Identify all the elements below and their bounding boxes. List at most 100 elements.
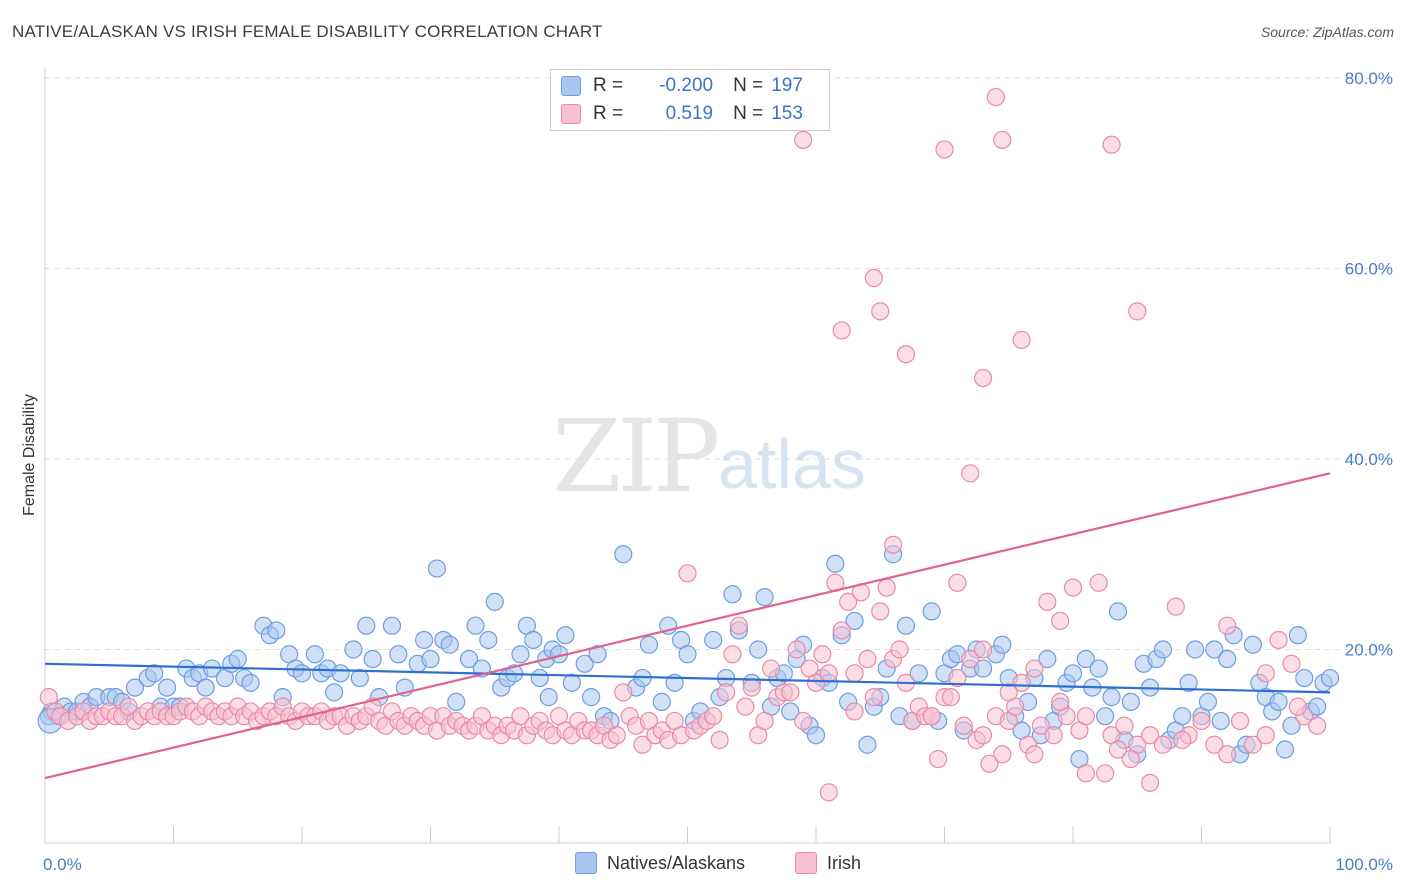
- natives-point: [582, 688, 601, 707]
- bottom-legend-label-natives: Natives/Alaskans: [607, 852, 746, 873]
- natives-point: [588, 645, 607, 664]
- chart-title: NATIVE/ALASKAN VS IRISH FEMALE DISABILIT…: [12, 22, 603, 41]
- legend-n-label: N =: [733, 103, 764, 124]
- irish-point: [973, 640, 993, 659]
- irish-point: [961, 649, 980, 669]
- natives-point: [145, 664, 164, 683]
- irish-point: [883, 535, 903, 554]
- irish-point: [742, 678, 761, 697]
- source-label: Source: ZipAtlas.com: [1260, 24, 1394, 40]
- irish-point: [993, 745, 1012, 764]
- natives-point: [1153, 640, 1173, 659]
- irish-point: [1012, 330, 1031, 350]
- natives-point: [973, 659, 993, 678]
- natives-point: [292, 664, 312, 683]
- irish-point: [794, 711, 813, 731]
- irish-point: [806, 673, 826, 692]
- irish-point: [922, 707, 941, 726]
- irish-point: [1269, 630, 1288, 650]
- x-tick-label-min: 0.0%: [43, 855, 82, 874]
- irish-point: [986, 87, 1006, 107]
- legend-r-label: R =: [593, 103, 624, 124]
- natives-point: [466, 616, 485, 635]
- natives-point: [922, 602, 941, 621]
- natives-point: [639, 635, 659, 654]
- natives-point: [1269, 692, 1288, 711]
- irish-point: [1140, 773, 1160, 792]
- natives-point: [427, 559, 447, 578]
- natives-point: [749, 640, 768, 659]
- natives-point: [556, 626, 575, 645]
- irish-point: [961, 464, 980, 483]
- irish-point: [871, 302, 890, 321]
- irish-point: [954, 716, 973, 735]
- irish-point: [1089, 573, 1108, 592]
- legend-row-natives: R = -0.200 N = 197: [561, 73, 803, 99]
- irish-point: [1012, 673, 1031, 692]
- irish-point: [1051, 692, 1070, 711]
- irish-point: [1025, 745, 1044, 764]
- legend-r-value-irish: 0.519: [665, 103, 714, 124]
- bottom-legend-swatch-natives: [575, 852, 597, 874]
- irish-point: [819, 664, 838, 683]
- irish-point: [761, 659, 781, 678]
- natives-point: [1096, 707, 1115, 726]
- natives-point: [1179, 673, 1198, 692]
- natives-point: [350, 668, 369, 688]
- natives-point: [826, 554, 845, 573]
- irish-point: [1115, 716, 1134, 735]
- irish-point: [871, 602, 890, 621]
- irish-point: [864, 268, 883, 288]
- irish-point: [1076, 707, 1095, 726]
- natives-point: [1121, 692, 1140, 711]
- natives-point: [614, 545, 633, 564]
- irish-point: [1140, 726, 1160, 745]
- bottom-legend-label-irish: Irish: [827, 852, 862, 873]
- natives-point: [1185, 640, 1205, 659]
- irish-point: [1108, 740, 1128, 759]
- irish-point: [948, 668, 967, 688]
- irish-point: [819, 783, 838, 802]
- y-tick-label: 80.0%: [1345, 69, 1393, 88]
- irish-point: [973, 368, 993, 388]
- irish-point: [948, 573, 967, 592]
- irish-point: [736, 697, 755, 716]
- irish-point: [1288, 697, 1307, 716]
- natives-point: [344, 640, 363, 659]
- irish-point: [832, 621, 851, 640]
- irish-point: [1192, 711, 1211, 731]
- natives-point: [485, 592, 504, 611]
- irish-point: [723, 645, 742, 664]
- correlation-legend: R = -0.200 N = 197 R = 0.519 N = 153: [550, 69, 830, 131]
- irish-point: [1025, 659, 1044, 678]
- irish-point: [1076, 764, 1095, 783]
- natives-point: [157, 678, 177, 697]
- irish-point: [839, 592, 858, 611]
- natives-point: [530, 668, 549, 688]
- irish-point: [896, 345, 916, 364]
- irish-point: [1218, 616, 1237, 635]
- natives-point: [575, 654, 594, 673]
- natives-point: [1282, 716, 1301, 735]
- irish-point: [781, 683, 800, 702]
- irish-point: [973, 726, 993, 745]
- irish-point: [1173, 730, 1192, 750]
- natives-point: [723, 585, 742, 604]
- natives-point: [1320, 668, 1340, 688]
- irish-point: [755, 711, 774, 731]
- legend-n-value-irish: 153: [771, 103, 803, 124]
- natives-point: [440, 635, 459, 654]
- irish-point: [729, 616, 749, 635]
- irish-point: [1153, 735, 1173, 754]
- natives-point: [125, 678, 145, 697]
- irish-point: [1096, 764, 1115, 783]
- natives-point: [845, 611, 864, 631]
- irish-point: [678, 564, 697, 583]
- natives-point: [421, 649, 440, 669]
- series-irish-points: [39, 87, 1327, 802]
- natives-point: [806, 726, 826, 745]
- natives-point: [357, 616, 376, 635]
- natives-point: [1102, 688, 1121, 707]
- irish-point: [890, 640, 909, 659]
- watermark-zip: ZIP: [552, 398, 720, 515]
